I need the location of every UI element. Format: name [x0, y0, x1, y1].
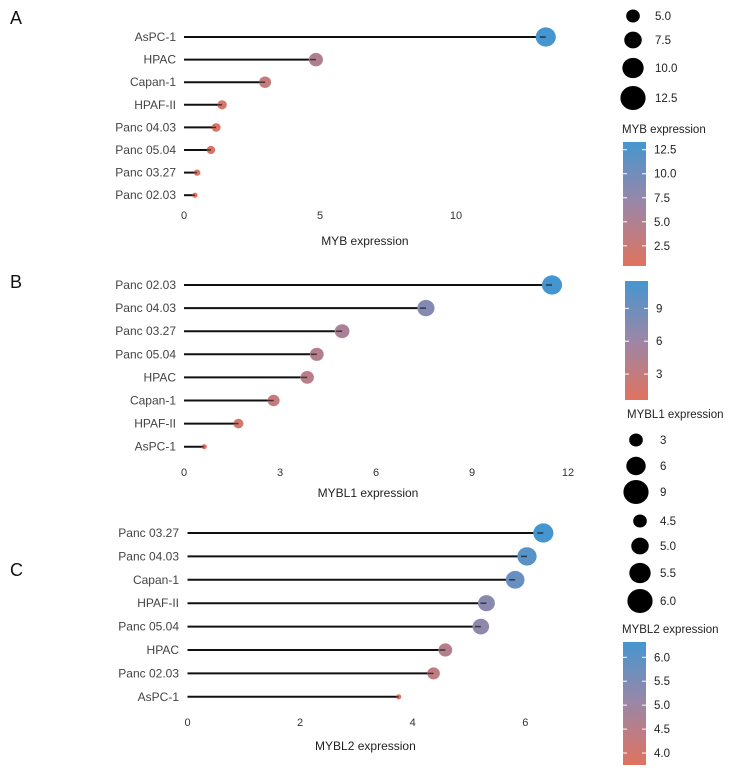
category-label: HPAC	[144, 53, 177, 67]
x-tick-label: 2	[297, 717, 303, 729]
size-legend-label: 10.0	[655, 63, 677, 75]
size-legend-title: MYBL1 expression	[627, 409, 724, 421]
category-label: Capan-1	[133, 573, 179, 587]
size-legend-key	[624, 31, 642, 49]
color-bar	[623, 642, 646, 765]
x-tick-label: 5	[317, 210, 323, 222]
category-label: AsPC-1	[135, 30, 177, 44]
category-label: HPAF-II	[134, 417, 176, 431]
size-legend-label: 5.5	[660, 568, 676, 580]
color-bar-label: 7.5	[654, 193, 670, 205]
size-legend-label: 3	[660, 435, 666, 447]
size-legend-label: 6.0	[660, 596, 676, 608]
category-label: HPAF-II	[134, 98, 176, 112]
color-bar-label: 10.0	[654, 169, 676, 181]
panel-a: A AsPC-1 HPAC Capan-1 HPAF-II Panc 04.03 Panc …	[10, 8, 706, 266]
category-label: Panc 02.03	[115, 278, 176, 292]
category-label: Panc 03.27	[118, 526, 179, 540]
x-tick-label: 10	[450, 210, 462, 222]
color-bar-label: 4.5	[654, 724, 670, 736]
x-tick-label: 0	[184, 717, 190, 729]
color-bar	[625, 281, 648, 400]
category-label: Panc 04.03	[115, 120, 176, 134]
x-tick-label: 12	[562, 467, 574, 479]
size-legend-label: 6	[660, 461, 666, 473]
size-legend-label: 7.5	[655, 35, 671, 47]
x-tick-label: 6	[373, 467, 379, 479]
color-bar-label: 5.5	[654, 676, 670, 688]
size-legend-key	[620, 86, 646, 110]
x-tick-label: 0	[181, 467, 187, 479]
size-legend-label: 9	[660, 487, 666, 499]
x-axis-label: MYB expression	[321, 234, 408, 248]
x-tick-label: 9	[469, 467, 475, 479]
size-legend-key	[627, 589, 653, 613]
category-label: Panc 02.03	[115, 188, 176, 202]
panel-c: C Panc 03.27 Panc 04.03 Capan-1 HPAF-II Panc …	[10, 514, 719, 765]
color-bar-label: 2.5	[654, 241, 670, 253]
category-label: AsPC-1	[135, 440, 177, 454]
color-bar-label: 9	[656, 303, 662, 315]
color-bar-label: 12.5	[654, 145, 676, 157]
size-legend-label: 5.0	[655, 11, 671, 23]
category-label: Capan-1	[130, 75, 176, 89]
color-bar-label: 5.0	[654, 217, 670, 229]
color-bar	[623, 142, 646, 266]
size-legend-label: 4.5	[660, 516, 676, 528]
size-legend-label: 12.5	[655, 93, 677, 105]
category-label: Panc 05.04	[115, 143, 176, 157]
category-label: HPAC	[147, 643, 180, 657]
panel-b: B Panc 02.03 Panc 04.03 Panc 03.27 Panc 05.0…	[10, 272, 724, 504]
panel-letter: C	[10, 560, 23, 580]
size-legend-key	[626, 9, 640, 23]
x-tick-label: 0	[181, 210, 187, 222]
category-label: AsPC-1	[138, 690, 180, 704]
size-legend-key	[631, 537, 649, 555]
size-legend-key	[629, 433, 643, 447]
color-bar-label: 6.0	[654, 652, 670, 664]
panel-letter: A	[10, 8, 22, 28]
x-tick-label: 3	[277, 467, 283, 479]
color-bar-label: 5.0	[654, 700, 670, 712]
size-legend-key	[623, 480, 649, 504]
size-legend-label: 5.0	[660, 541, 676, 553]
size-legend-key	[626, 456, 646, 476]
color-bar-label: 4.0	[654, 748, 670, 760]
color-bar-label: 3	[656, 369, 662, 381]
x-tick-label: 4	[410, 717, 416, 729]
category-label: Panc 05.04	[118, 620, 179, 634]
category-label: Panc 02.03	[118, 666, 179, 680]
category-label: Panc 04.03	[118, 549, 179, 563]
x-axis-label: MYBL1 expression	[318, 486, 419, 500]
category-label: Capan-1	[130, 394, 176, 408]
category-label: HPAC	[144, 370, 177, 384]
category-label: HPAF-II	[137, 596, 179, 610]
color-bar-label: 6	[656, 336, 662, 348]
panel-letter: B	[10, 272, 22, 292]
color-legend-title: MYB expression	[622, 124, 706, 136]
category-label: Panc 03.27	[115, 166, 176, 180]
category-label: Panc 03.27	[115, 324, 176, 338]
x-tick-label: 6	[522, 717, 528, 729]
size-legend-key	[622, 57, 644, 79]
size-legend-key	[629, 562, 651, 584]
size-legend-key	[633, 514, 647, 528]
x-axis-label: MYBL2 expression	[315, 739, 416, 753]
category-label: Panc 05.04	[115, 347, 176, 361]
category-label: Panc 04.03	[115, 301, 176, 315]
color-legend-title: MYBL2 expression	[622, 624, 719, 636]
